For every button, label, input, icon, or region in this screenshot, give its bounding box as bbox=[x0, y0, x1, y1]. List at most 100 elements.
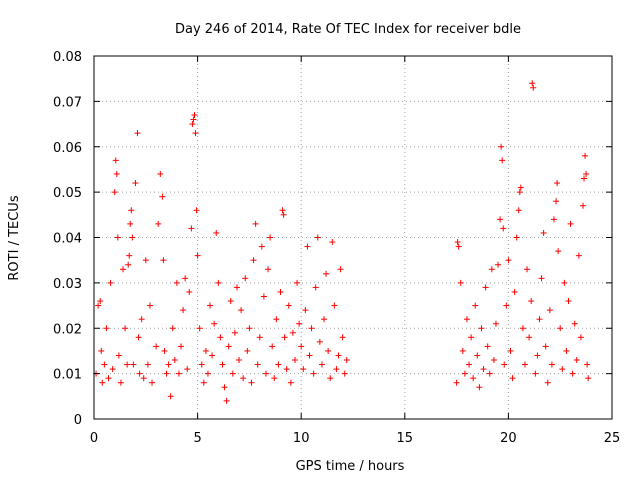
data-point bbox=[217, 334, 224, 341]
data-point bbox=[316, 338, 323, 345]
data-point bbox=[524, 266, 531, 273]
data-point bbox=[515, 207, 522, 214]
data-point bbox=[135, 334, 142, 341]
data-point bbox=[128, 207, 135, 214]
data-point bbox=[526, 334, 533, 341]
data-point bbox=[125, 261, 132, 268]
data-point bbox=[202, 347, 209, 354]
data-point bbox=[300, 366, 307, 373]
x-tick-label: 5 bbox=[193, 431, 201, 446]
data-point bbox=[167, 393, 174, 400]
data-point bbox=[111, 189, 118, 196]
data-point bbox=[529, 80, 536, 87]
data-point bbox=[112, 157, 119, 164]
data-point bbox=[120, 266, 127, 273]
data-point bbox=[339, 334, 346, 341]
data-point bbox=[132, 180, 139, 187]
data-point bbox=[470, 375, 477, 382]
x-tick-label: 15 bbox=[397, 431, 414, 446]
data-point bbox=[159, 193, 166, 200]
data-point bbox=[277, 288, 284, 295]
data-point bbox=[244, 347, 251, 354]
data-point bbox=[238, 307, 245, 314]
data-point bbox=[184, 366, 191, 373]
data-point bbox=[569, 370, 576, 377]
data-point bbox=[530, 84, 537, 91]
data-point bbox=[231, 329, 238, 336]
data-point bbox=[559, 366, 566, 373]
data-point bbox=[160, 257, 167, 264]
data-point bbox=[304, 243, 311, 250]
data-point bbox=[155, 220, 162, 227]
data-point bbox=[516, 189, 523, 196]
data-point bbox=[459, 347, 466, 354]
data-point bbox=[136, 370, 143, 377]
data-point bbox=[474, 352, 481, 359]
data-points bbox=[93, 80, 592, 404]
data-point bbox=[161, 347, 168, 354]
data-point bbox=[169, 325, 176, 332]
data-point bbox=[565, 298, 572, 305]
data-point bbox=[308, 325, 315, 332]
data-point bbox=[114, 234, 121, 241]
data-point bbox=[331, 302, 338, 309]
data-point bbox=[557, 325, 564, 332]
data-point bbox=[188, 225, 195, 232]
data-point bbox=[454, 239, 461, 246]
data-point bbox=[492, 320, 499, 327]
data-point bbox=[563, 347, 570, 354]
data-point bbox=[343, 357, 350, 364]
data-point bbox=[521, 361, 528, 368]
data-point bbox=[329, 239, 336, 246]
data-point bbox=[124, 361, 131, 368]
data-point bbox=[528, 298, 535, 305]
data-point bbox=[571, 320, 578, 327]
y-tick-label: 0.07 bbox=[53, 95, 82, 110]
data-point bbox=[134, 130, 141, 137]
data-point bbox=[265, 266, 272, 273]
data-point bbox=[269, 343, 276, 350]
data-point bbox=[461, 370, 468, 377]
data-point bbox=[130, 361, 137, 368]
data-point bbox=[126, 252, 133, 259]
data-point bbox=[186, 288, 193, 295]
data-point bbox=[258, 243, 265, 250]
data-point bbox=[95, 302, 102, 309]
x-tick-label: 20 bbox=[500, 431, 517, 446]
data-point bbox=[138, 316, 145, 323]
x-tick-label: 0 bbox=[90, 431, 98, 446]
data-point bbox=[499, 157, 506, 164]
data-point bbox=[476, 384, 483, 391]
data-point bbox=[511, 288, 518, 295]
data-point bbox=[318, 361, 325, 368]
data-point bbox=[495, 261, 502, 268]
data-point bbox=[103, 325, 110, 332]
data-point bbox=[191, 111, 198, 118]
data-point bbox=[584, 361, 591, 368]
data-point bbox=[209, 352, 216, 359]
data-point bbox=[211, 320, 218, 327]
data-point bbox=[312, 284, 319, 291]
data-point bbox=[509, 375, 516, 382]
data-point bbox=[314, 234, 321, 241]
y-tick-label: 0 bbox=[74, 413, 82, 428]
data-point bbox=[271, 375, 278, 382]
data-point bbox=[310, 370, 317, 377]
data-point bbox=[171, 357, 178, 364]
data-point bbox=[480, 366, 487, 373]
data-point bbox=[225, 343, 232, 350]
data-point bbox=[198, 361, 205, 368]
data-point bbox=[513, 234, 520, 241]
x-tick-label: 10 bbox=[293, 431, 310, 446]
data-point bbox=[223, 397, 230, 404]
data-point bbox=[337, 266, 344, 273]
data-point bbox=[291, 357, 298, 364]
data-point bbox=[486, 370, 493, 377]
x-tick-label: 25 bbox=[604, 431, 621, 446]
data-point bbox=[548, 361, 555, 368]
data-point bbox=[194, 252, 201, 259]
data-point bbox=[242, 275, 249, 282]
data-point bbox=[196, 325, 203, 332]
data-point bbox=[298, 343, 305, 350]
